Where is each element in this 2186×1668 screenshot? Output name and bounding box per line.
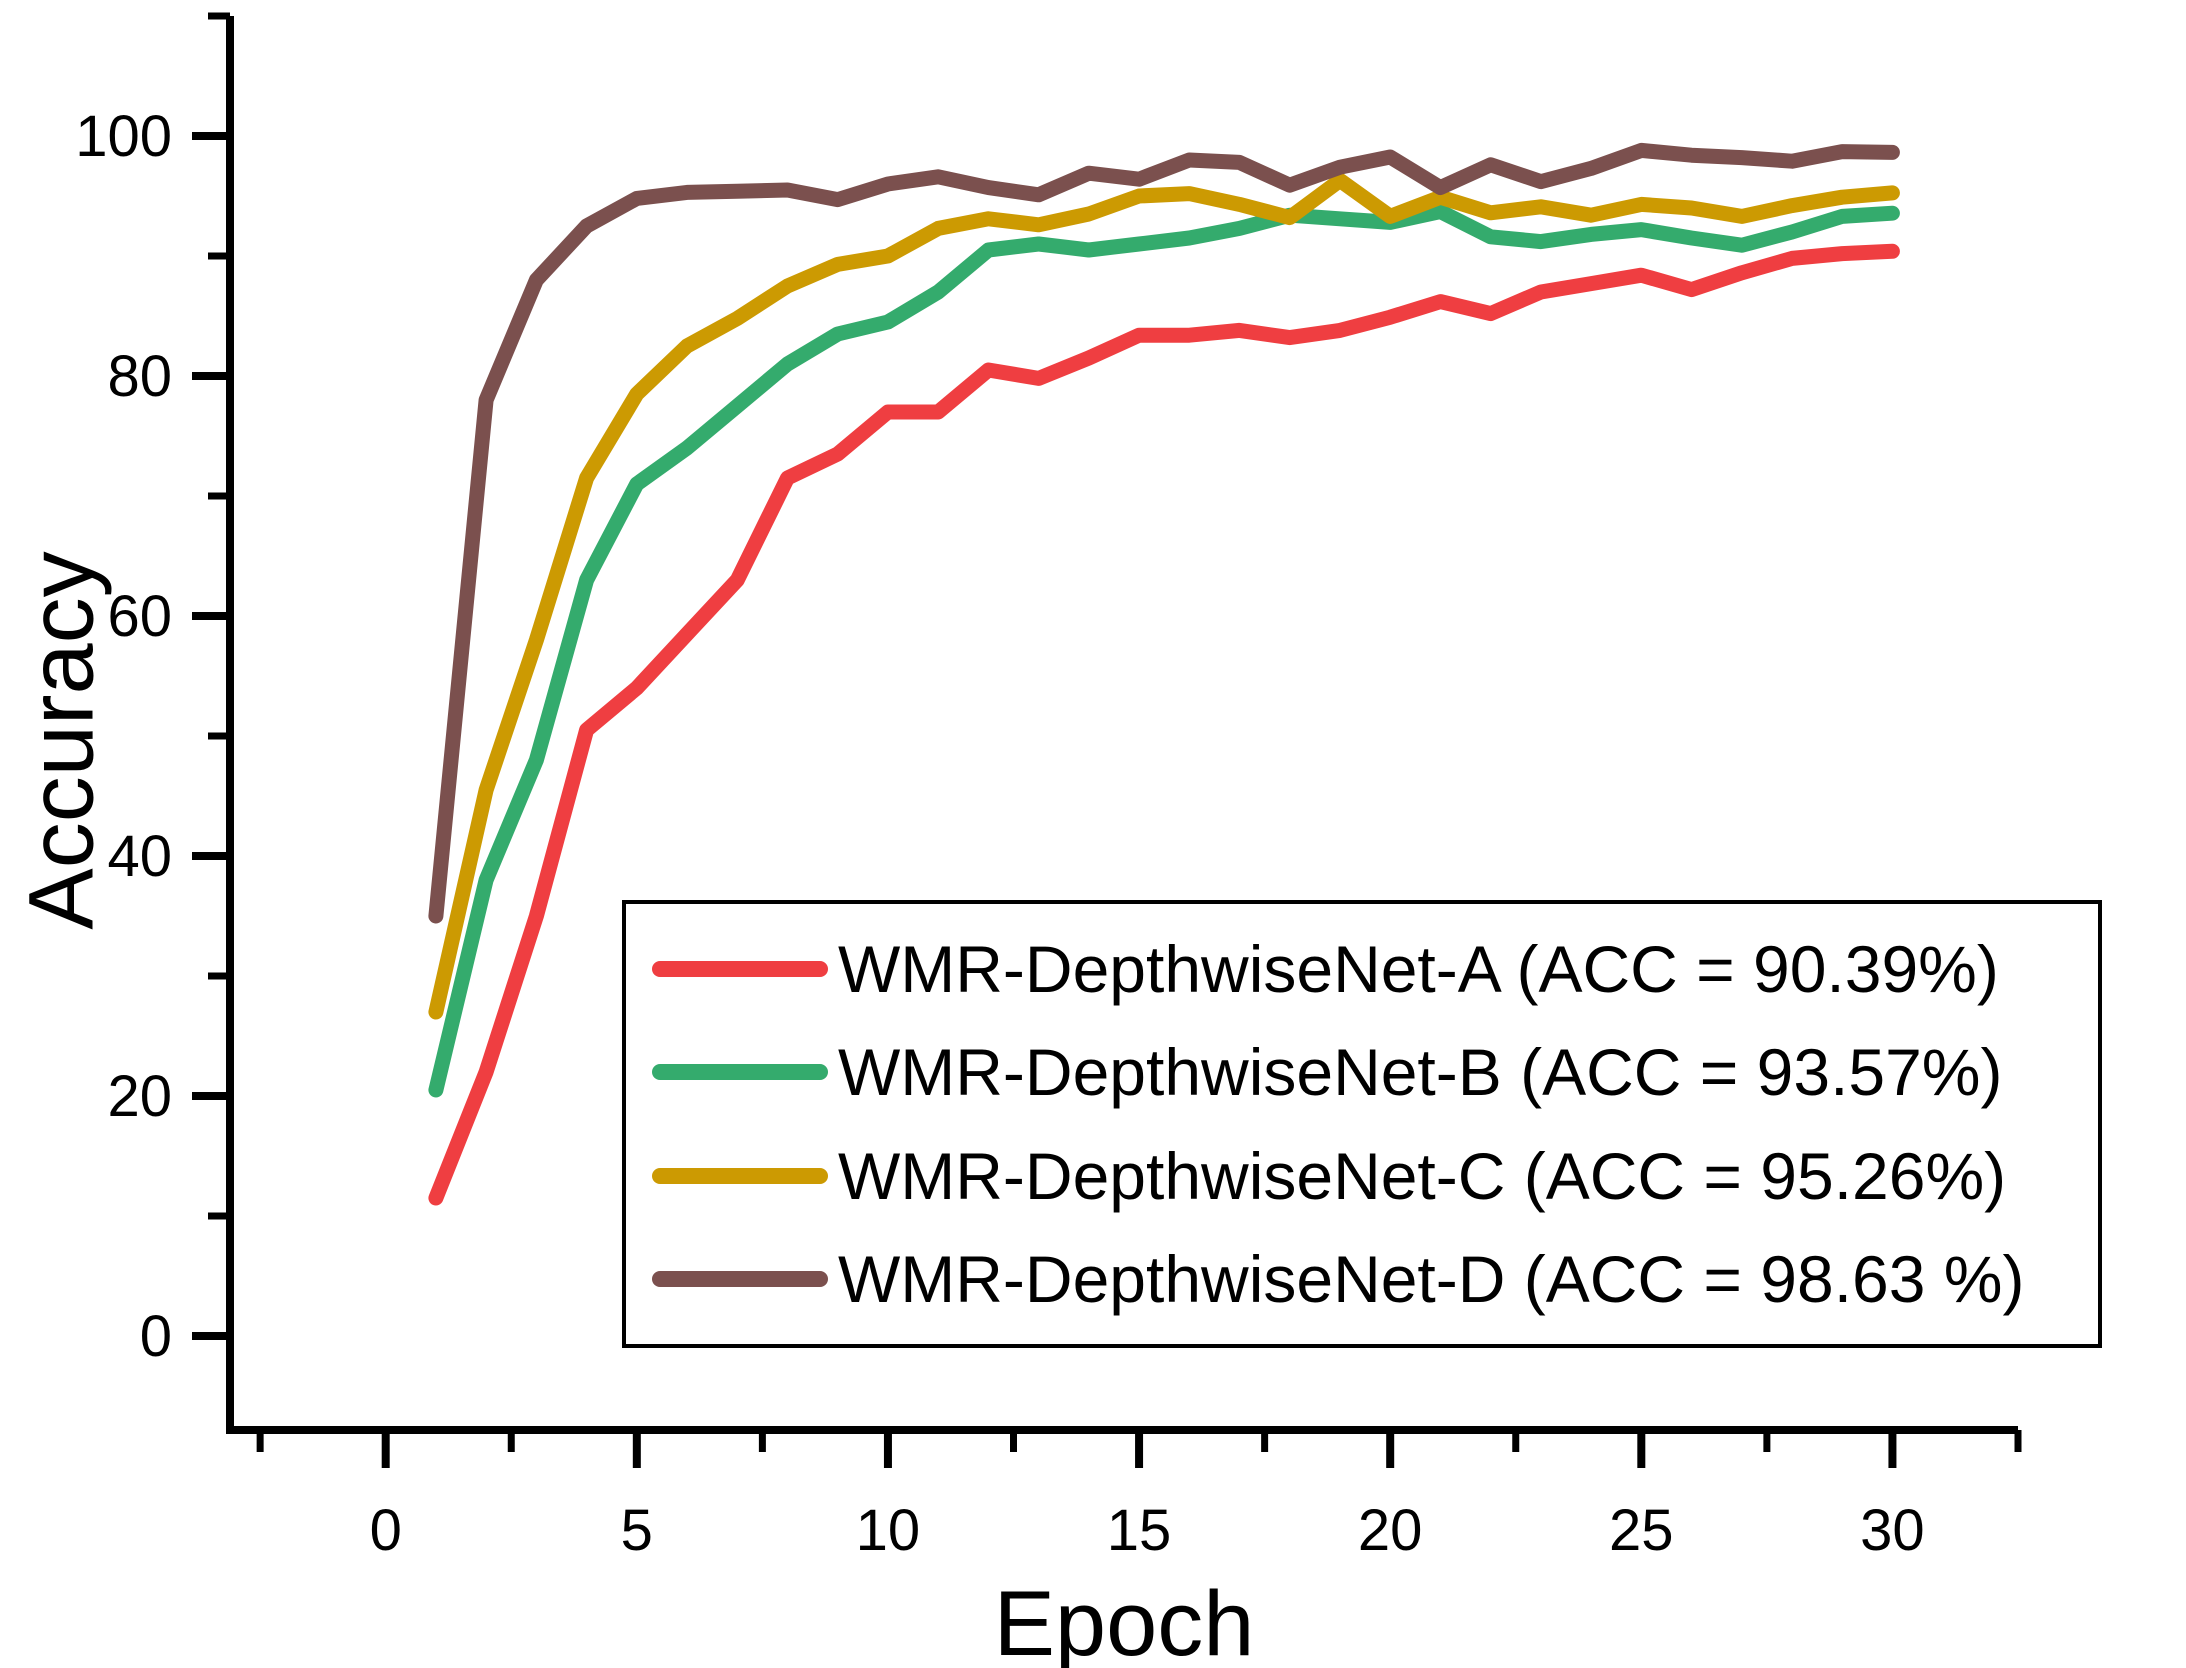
legend-swatch-c: [652, 1167, 828, 1184]
legend-item: WMR-DepthwiseNet-B (ACC = 93.57%): [626, 1034, 2098, 1110]
x-tick-label: 15: [1107, 1498, 1172, 1563]
legend-label-b: WMR-DepthwiseNet-B (ACC = 93.57%): [838, 1035, 2003, 1110]
x-tick-label: 0: [370, 1498, 402, 1563]
x-axis-title: Epoch: [993, 1573, 1255, 1668]
legend-swatch-b: [652, 1064, 828, 1081]
legend-swatch-a: [652, 961, 828, 978]
legend-item: WMR-DepthwiseNet-D (ACC = 98.63 %): [626, 1241, 2098, 1317]
legend-swatch-d: [652, 1270, 828, 1287]
legend-label-c: WMR-DepthwiseNet-C (ACC = 95.26%): [838, 1138, 2007, 1213]
y-tick-label: 40: [107, 824, 172, 889]
x-tick-label: 5: [621, 1498, 653, 1563]
series-line-WMR-DepthwiseNet-B: [428, 204, 1900, 1098]
x-tick-label: 20: [1358, 1498, 1423, 1563]
y-tick-label: 80: [107, 344, 172, 409]
legend-label-d: WMR-DepthwiseNet-D (ACC = 98.63 %): [838, 1241, 2025, 1316]
legend-label-a: WMR-DepthwiseNet-A (ACC = 90.39%): [838, 932, 1999, 1007]
legend-box: WMR-DepthwiseNet-A (ACC = 90.39%) WMR-De…: [622, 900, 2102, 1348]
legend-item: WMR-DepthwiseNet-C (ACC = 95.26%): [626, 1138, 2098, 1214]
legend-item: WMR-DepthwiseNet-A (ACC = 90.39%): [626, 931, 2098, 1007]
axis-lines: [226, 16, 2018, 1434]
y-tick-label: 60: [107, 584, 172, 649]
series-line-WMR-DepthwiseNet-A: [428, 243, 1900, 1206]
x-tick-label: 30: [1860, 1498, 1925, 1563]
y-axis-title: Accuracy: [10, 551, 113, 930]
x-tick-label: 25: [1609, 1498, 1674, 1563]
y-tick-label: 20: [107, 1064, 172, 1129]
y-tick-label: 100: [75, 104, 172, 169]
series-line-WMR-DepthwiseNet-C: [428, 172, 1900, 1020]
series-line-WMR-DepthwiseNet-D: [428, 142, 1900, 924]
y-tick-label: 0: [140, 1304, 172, 1369]
x-tick-label: 10: [856, 1498, 921, 1563]
